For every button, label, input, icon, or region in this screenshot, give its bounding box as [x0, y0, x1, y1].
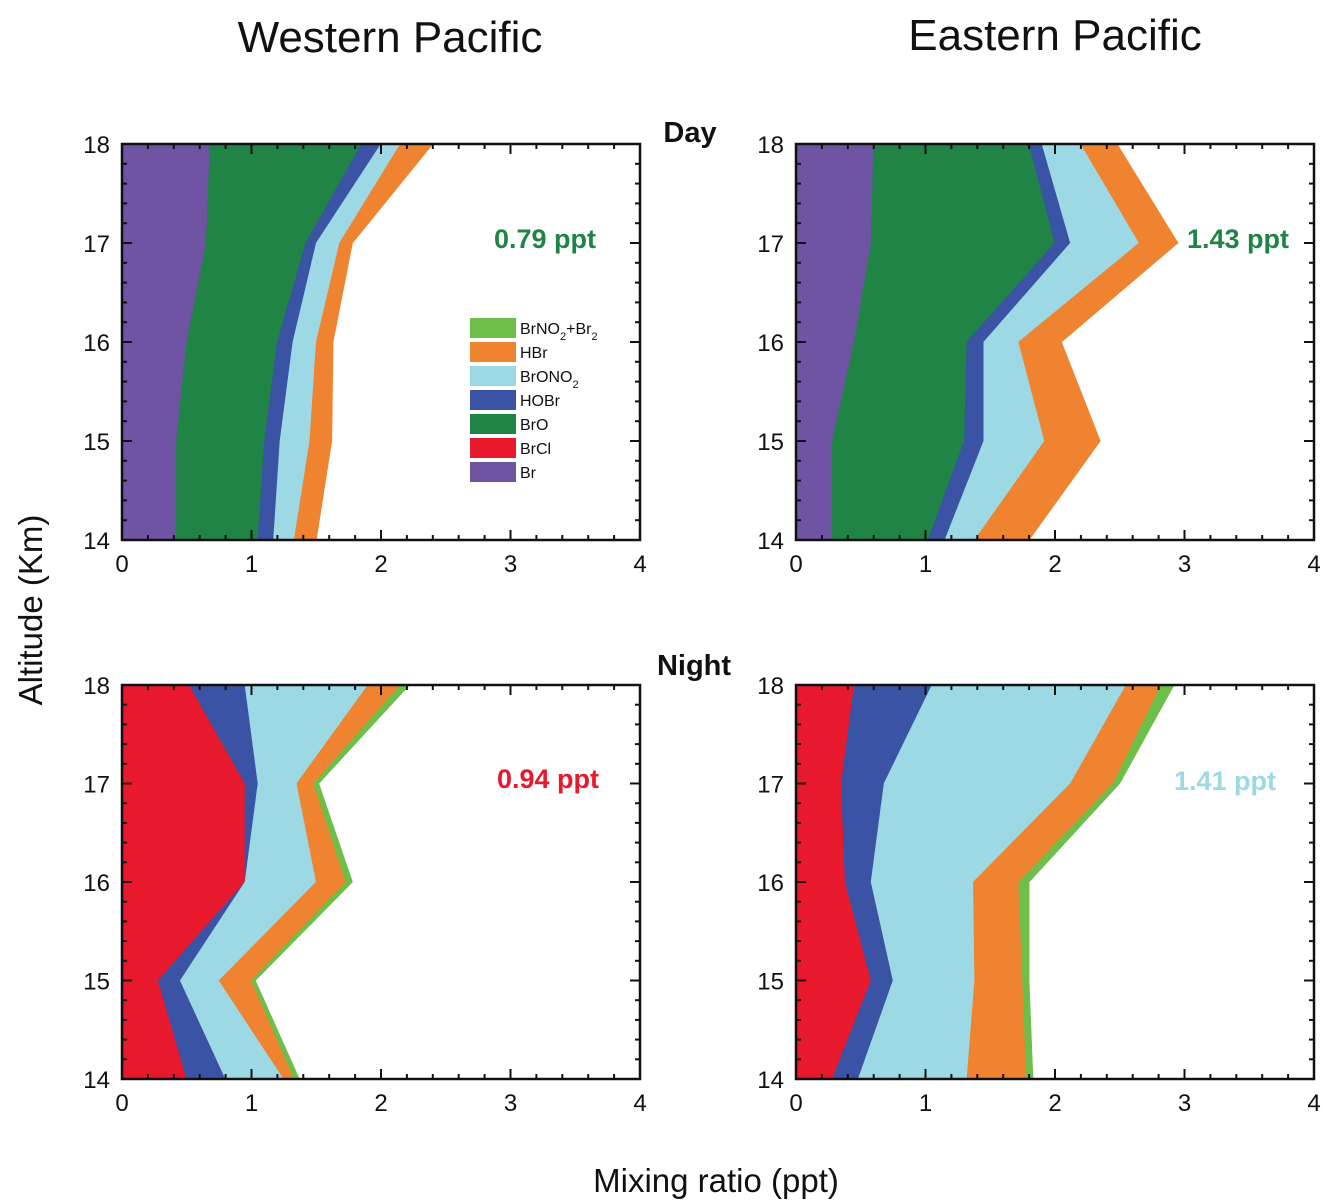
legend-item-hbr: HBr — [470, 342, 548, 362]
legend-swatch — [470, 414, 516, 434]
x-tick-label: 0 — [115, 1090, 128, 1117]
legend-label: Br — [520, 465, 537, 482]
y-tick-label: 16 — [757, 870, 784, 897]
y-tick-label: 15 — [757, 969, 784, 996]
y-tick-label: 14 — [83, 528, 110, 555]
legend-label: BrCl — [520, 441, 551, 458]
y-tick-label: 16 — [757, 330, 784, 357]
legend-swatch — [470, 366, 516, 386]
legend-item-brno2br2: BrNO2+Br2 — [470, 318, 598, 343]
x-tick-label: 2 — [1048, 551, 1061, 578]
x-tick-label: 1 — [245, 551, 258, 578]
panel-east-night: 0 1 2 3 4 14 15 16 17 18 1.41 ppt — [757, 673, 1320, 1117]
y-tick-label: 15 — [83, 969, 110, 996]
x-tick-label: 4 — [633, 1090, 646, 1117]
y-tick-label: 14 — [757, 528, 784, 555]
x-tick-label: 3 — [1178, 551, 1191, 578]
legend: BrNO2+Br2 HBr BrONO2 HOBr BrO BrCl Br — [470, 318, 598, 482]
x-tick-label: 3 — [504, 551, 517, 578]
total-label: 0.79 ppt — [494, 224, 596, 254]
legend-label: BrNO2+Br2 — [520, 321, 598, 343]
legend-item-hobr: HOBr — [470, 390, 561, 410]
legend-label: HBr — [520, 345, 548, 362]
x-tick-label: 4 — [1307, 1090, 1320, 1117]
y-tick-label: 16 — [83, 330, 110, 357]
title-eastern-pacific: Eastern Pacific — [908, 11, 1201, 60]
x-tick-label: 4 — [1307, 551, 1320, 578]
panel-west-night: 0 1 2 3 4 14 15 16 17 18 0.94 ppt — [83, 673, 646, 1117]
legend-swatch — [470, 462, 516, 482]
legend-swatch — [470, 438, 516, 458]
y-tick-label: 18 — [83, 673, 110, 700]
ticks — [121, 684, 641, 1080]
legend-swatch — [470, 390, 516, 410]
y-tick-label: 17 — [83, 231, 110, 258]
legend-item-brono2: BrONO2 — [470, 366, 579, 391]
legend-item-bro: BrO — [470, 414, 548, 434]
legend-swatch — [470, 318, 516, 338]
panel-west-day: 0 1 2 3 4 14 15 16 17 18 0.79 ppt — [83, 132, 646, 578]
y-tick-label: 17 — [83, 772, 110, 799]
x-tick-label: 2 — [1048, 1090, 1061, 1117]
x-tick-label: 1 — [919, 1090, 932, 1117]
x-axis-title: Mixing ratio (ppt) — [593, 1162, 839, 1199]
y-tick-label: 14 — [757, 1067, 784, 1094]
y-tick-label: 17 — [757, 231, 784, 258]
total-label: 1.43 ppt — [1187, 224, 1289, 254]
y-tick-label: 16 — [83, 870, 110, 897]
y-tick-label: 15 — [757, 429, 784, 456]
x-tick-label: 2 — [374, 1090, 387, 1117]
panel-east-day: 0 1 2 3 4 14 15 16 17 18 1.43 ppt — [757, 132, 1320, 578]
x-tick-label: 1 — [245, 1090, 258, 1117]
ticks — [795, 143, 1315, 541]
y-tick-label: 14 — [83, 1067, 110, 1094]
legend-item-br: Br — [470, 462, 537, 482]
legend-label: BrO — [520, 417, 548, 434]
title-western-pacific: Western Pacific — [238, 13, 543, 62]
y-axis-title: Altitude (Km) — [12, 515, 49, 706]
x-tick-label: 0 — [789, 1090, 802, 1117]
ticks — [121, 143, 641, 541]
label-day: Day — [663, 117, 716, 149]
label-night: Night — [657, 650, 731, 682]
x-tick-label: 0 — [789, 551, 802, 578]
legend-label: BrONO2 — [520, 369, 579, 391]
y-tick-label: 18 — [757, 673, 784, 700]
total-label: 0.94 ppt — [497, 764, 599, 794]
x-tick-label: 2 — [374, 551, 387, 578]
x-tick-label: 1 — [919, 551, 932, 578]
x-tick-label: 0 — [115, 551, 128, 578]
y-tick-label: 17 — [757, 772, 784, 799]
y-tick-label: 15 — [83, 429, 110, 456]
x-tick-label: 3 — [1178, 1090, 1191, 1117]
ticks — [795, 684, 1315, 1080]
x-tick-label: 3 — [504, 1090, 517, 1117]
legend-swatch — [470, 342, 516, 362]
legend-label: HOBr — [520, 393, 561, 410]
y-tick-label: 18 — [83, 132, 110, 159]
x-tick-label: 4 — [633, 551, 646, 578]
y-tick-label: 18 — [757, 132, 784, 159]
total-label: 1.41 ppt — [1174, 766, 1276, 796]
legend-item-brcl: BrCl — [470, 438, 551, 458]
